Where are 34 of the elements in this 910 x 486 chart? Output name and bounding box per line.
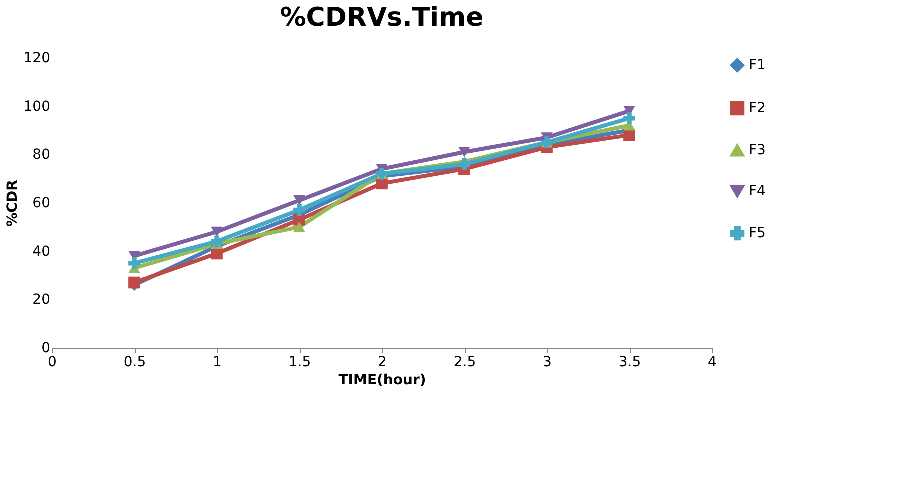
y-tick-label: 120: [24, 50, 50, 66]
point: [624, 112, 636, 124]
x-tick-label: 3.5: [618, 354, 642, 370]
point: [211, 248, 223, 260]
x-tick-label: 3: [543, 354, 552, 370]
y-axis-title: %CDR: [4, 180, 21, 227]
point: [294, 222, 306, 232]
legend-label: F3: [749, 142, 766, 158]
y-tick-label: 0: [42, 340, 50, 356]
point: [458, 147, 470, 158]
x-axis-title: TIME(hour): [338, 372, 426, 388]
point: [128, 258, 140, 270]
y-tick-label: 100: [24, 98, 50, 115]
legend-label: F1: [749, 58, 766, 74]
point: [211, 236, 223, 248]
x-tick-label: 1: [213, 354, 222, 370]
x-tick-label: 0.5: [124, 354, 146, 370]
x-tick-label: 2: [378, 354, 387, 370]
point: [211, 226, 223, 238]
x-tick-label: 1.5: [288, 354, 312, 370]
point: [294, 195, 306, 206]
point: [128, 276, 140, 289]
point: [458, 158, 470, 170]
y-tick-label: 20: [32, 292, 50, 308]
x-tick-label: 2.5: [454, 354, 476, 370]
legend-label: F4: [749, 184, 766, 200]
y-tick-label: 80: [32, 147, 50, 164]
y-tick-label: 60: [32, 196, 50, 212]
x-tick-label: 4: [708, 354, 718, 370]
point: [294, 204, 306, 216]
y-tick-label: 40: [32, 244, 50, 260]
legend-label: F5: [749, 226, 766, 242]
chart-title: %CDRVs.Time: [280, 3, 484, 33]
legend-label: F2: [749, 100, 766, 116]
